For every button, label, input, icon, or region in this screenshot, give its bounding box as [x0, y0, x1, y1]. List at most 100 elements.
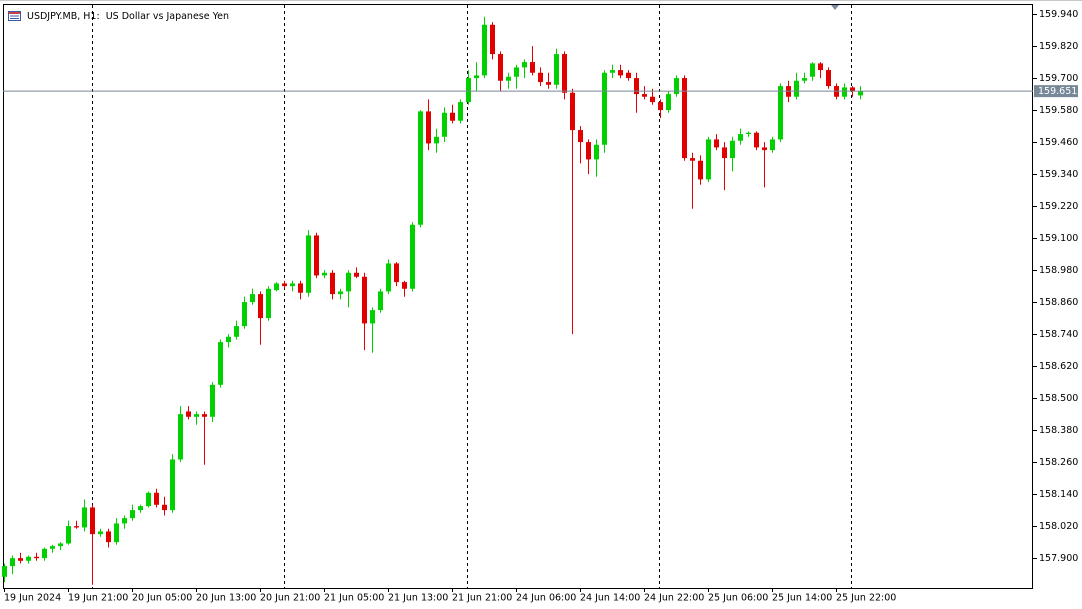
candle-body — [194, 414, 199, 417]
y-tick-label: 158.020 — [1039, 521, 1078, 532]
x-tick-label: 21 Jun 21:00 — [452, 593, 512, 604]
candle-body — [178, 414, 183, 460]
candle-body — [186, 411, 191, 417]
candle-body — [474, 75, 479, 79]
candle-body — [306, 235, 311, 293]
candle-body — [386, 263, 391, 292]
icon-bar — [9, 12, 20, 14]
candle-body — [706, 139, 711, 180]
candle-body — [698, 160, 703, 180]
candle-body — [610, 70, 615, 73]
candle-body — [418, 111, 423, 225]
candle-body — [442, 112, 447, 137]
candle-body — [458, 102, 463, 121]
y-tick-label: 158.980 — [1039, 265, 1078, 276]
candle-body — [122, 518, 127, 524]
candle-body — [554, 54, 559, 85]
candle-body — [730, 140, 735, 159]
candle-body — [234, 326, 239, 337]
candle-body — [482, 24, 487, 76]
candle-body — [530, 62, 535, 73]
candle-body — [130, 510, 135, 519]
y-tick-label: 157.900 — [1039, 553, 1078, 564]
candle-body — [538, 72, 543, 83]
candle-body — [570, 92, 575, 131]
candle-body — [162, 504, 167, 511]
candle-body — [282, 283, 287, 287]
candle-body — [602, 72, 607, 145]
candle-body — [378, 291, 383, 311]
candle-body — [394, 263, 399, 283]
y-tick-label: 159.820 — [1039, 41, 1078, 52]
candle-body — [90, 507, 95, 535]
candle-body — [810, 63, 815, 77]
candle-body — [338, 291, 343, 295]
candle-body — [114, 523, 119, 543]
candle-body — [826, 70, 831, 87]
candle-body — [290, 283, 295, 287]
candle-body — [490, 24, 495, 55]
symbol-icon — [8, 11, 21, 21]
y-tick-label: 159.220 — [1039, 201, 1078, 212]
candle-body — [402, 282, 407, 289]
candle-body — [314, 235, 319, 276]
candle-body — [266, 288, 271, 319]
candle-body — [42, 548, 47, 559]
x-tick-label: 24 Jun 22:00 — [644, 593, 704, 604]
y-tick-label: 158.500 — [1039, 393, 1078, 404]
x-tick-label: 19 Jun 21:00 — [68, 593, 128, 604]
candle-body — [210, 384, 215, 417]
candle-body — [450, 112, 455, 121]
candle-body — [770, 139, 775, 151]
candle-body — [66, 526, 71, 544]
candle-body — [586, 142, 591, 160]
last-price-box — [1034, 85, 1078, 98]
candle-body — [594, 144, 599, 160]
candle-body — [762, 147, 767, 151]
y-tick-label: 158.860 — [1039, 297, 1078, 308]
x-tick-label: 21 Jun 05:00 — [324, 593, 384, 604]
candle-body — [410, 224, 415, 289]
candle-body — [794, 80, 799, 97]
x-tick-label: 21 Jun 13:00 — [388, 593, 448, 604]
x-tick-label: 24 Jun 06:00 — [516, 593, 576, 604]
candle-body — [370, 310, 375, 324]
candle-body — [818, 63, 823, 71]
candle-body — [634, 78, 639, 95]
candle-body — [738, 134, 743, 141]
candle-body — [322, 272, 327, 276]
candle-body — [346, 272, 351, 292]
y-tick-label: 158.260 — [1039, 457, 1078, 468]
y-tick-label: 158.620 — [1039, 361, 1078, 372]
x-tick-label: 24 Jun 14:00 — [580, 593, 640, 604]
candle-body — [682, 78, 687, 159]
x-tick-label: 20 Jun 13:00 — [196, 593, 256, 604]
candle-body — [82, 507, 87, 528]
candle-body — [74, 526, 79, 528]
candle-body — [170, 459, 175, 511]
candle-body — [650, 96, 655, 103]
candle-body — [218, 342, 223, 385]
y-tick-label: 158.380 — [1039, 425, 1078, 436]
candle-body — [226, 336, 231, 343]
candle-body — [2, 566, 7, 577]
candle-body — [498, 54, 503, 81]
candle-body — [666, 94, 671, 111]
x-tick-label: 20 Jun 05:00 — [132, 593, 192, 604]
y-tick-label: 159.340 — [1039, 169, 1078, 180]
candle-body — [714, 139, 719, 148]
candle-body — [802, 78, 807, 81]
candle-body — [642, 94, 647, 97]
y-tick-label: 159.580 — [1039, 105, 1078, 116]
candle-body — [658, 102, 663, 111]
candle-body — [138, 506, 143, 511]
candle-body — [242, 302, 247, 327]
candle-body — [546, 82, 551, 85]
candle-body — [426, 111, 431, 144]
candle-body — [466, 78, 471, 103]
candle-body — [274, 283, 279, 291]
y-tick-label: 158.740 — [1039, 329, 1078, 340]
shift-marker — [831, 5, 839, 10]
